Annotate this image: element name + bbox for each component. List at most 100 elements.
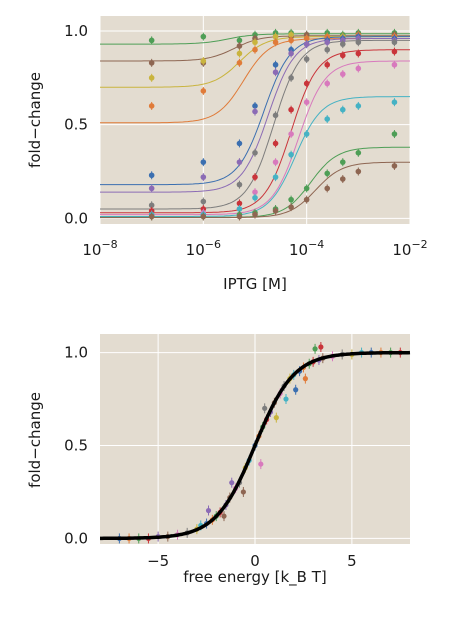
data-point — [324, 185, 331, 192]
data-point — [272, 61, 279, 68]
data-point — [148, 75, 155, 81]
data-point — [236, 206, 243, 212]
data-point — [200, 198, 207, 205]
x-tick-label: 10−8 — [82, 238, 117, 259]
data-point — [200, 58, 207, 64]
data-point — [273, 415, 279, 421]
data-point — [355, 149, 362, 156]
data-point — [283, 396, 289, 402]
data-point — [229, 480, 235, 486]
top-x-tick-labels: 10−8 10−6 10−4 10−2 — [82, 238, 427, 259]
data-point — [148, 202, 155, 209]
x-tick-label: 0 — [250, 552, 260, 570]
data-point — [324, 61, 331, 68]
data-point — [288, 196, 294, 203]
data-point — [272, 140, 279, 147]
data-point — [252, 39, 258, 46]
data-point — [272, 174, 279, 180]
data-point — [252, 149, 258, 156]
data-point — [288, 131, 294, 137]
free-energy-label: free energy [k_B T] — [183, 568, 327, 587]
data-point — [148, 172, 155, 179]
data-point — [355, 50, 362, 57]
data-point — [240, 489, 246, 495]
data-point — [252, 189, 258, 195]
data-point — [148, 37, 155, 44]
bottom-x-axis-label: free energy [k_B T] — [183, 568, 327, 587]
data-point — [355, 103, 362, 109]
data-point — [252, 103, 258, 109]
data-point — [303, 35, 310, 42]
data-point — [148, 60, 155, 66]
data-point — [252, 174, 258, 180]
y-tick-label: 1.0 — [64, 344, 88, 362]
data-point — [355, 168, 362, 175]
data-point — [272, 33, 279, 40]
data-point — [288, 151, 294, 158]
top-y-tick-labels: 0.0 0.5 1.0 — [64, 22, 88, 227]
top-y-axis-label: fold−change — [26, 72, 44, 168]
data-point — [252, 211, 258, 218]
data-point — [288, 75, 294, 81]
bottom-x-tick-labels: −5 0 5 — [147, 552, 357, 570]
data-point — [303, 99, 310, 105]
y-tick-label: 1.0 — [64, 22, 88, 40]
data-point — [236, 213, 243, 220]
data-point — [205, 507, 212, 514]
x-tick-label: 10−6 — [186, 238, 221, 259]
data-point — [288, 37, 294, 44]
data-point — [252, 194, 258, 201]
data-point — [355, 39, 362, 46]
data-point — [303, 56, 310, 62]
data-point — [148, 213, 155, 220]
data-point — [258, 461, 264, 467]
data-point — [391, 131, 398, 137]
data-point — [262, 405, 268, 411]
data-point — [200, 213, 207, 220]
master-curve — [100, 350, 411, 541]
data-point — [318, 344, 324, 350]
data-point — [272, 39, 279, 46]
data-point — [252, 108, 258, 115]
data-point — [236, 43, 243, 49]
data-point — [339, 41, 346, 47]
x-tick-label: 5 — [347, 552, 357, 570]
data-point — [324, 116, 331, 122]
data-point — [324, 170, 331, 177]
y-tick-label: 0.0 — [64, 209, 88, 227]
data-point — [391, 48, 398, 55]
data-point — [303, 185, 310, 192]
top-x-axis-label: IPTG [M] — [223, 275, 287, 293]
data-point — [236, 37, 243, 44]
data-point — [303, 41, 310, 47]
data-point — [236, 60, 243, 66]
data-point — [236, 50, 243, 57]
data-point — [391, 163, 398, 169]
data-point — [303, 196, 310, 203]
data-point — [236, 181, 243, 188]
data-point — [391, 39, 398, 46]
data-point — [200, 88, 207, 94]
data-point — [200, 159, 207, 165]
data-point — [148, 103, 155, 109]
bottom-y-tick-labels: 0.0 0.5 1.0 — [64, 344, 88, 548]
data-point — [236, 200, 243, 207]
data-point — [324, 46, 331, 53]
data-point — [221, 513, 227, 519]
x-tick-label: −5 — [147, 552, 169, 570]
data-point — [236, 140, 243, 147]
data-point — [339, 106, 346, 113]
y-tick-label: 0.5 — [64, 116, 88, 134]
data-point — [148, 185, 155, 192]
x-tick-label: 10−2 — [392, 238, 427, 259]
data-point — [391, 61, 398, 68]
data-point — [272, 159, 279, 165]
x-tick-label: 10−4 — [289, 238, 324, 259]
top-data-points — [148, 28, 398, 221]
data-point — [236, 159, 243, 165]
data-point — [252, 46, 258, 53]
bottom-y-axis-label: fold−change — [26, 392, 44, 488]
y-tick-label: 0.5 — [64, 437, 88, 455]
data-point — [272, 112, 279, 119]
data-point — [272, 69, 279, 76]
